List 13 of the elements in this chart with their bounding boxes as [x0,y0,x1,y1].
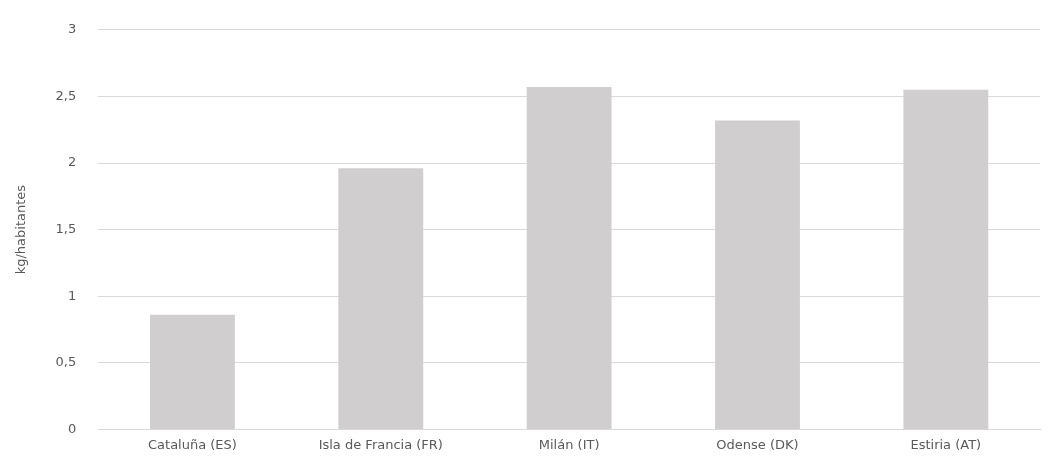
y-tick-label: 0,5 [55,354,77,370]
y-tick-label: 2 [67,154,77,170]
y-axis-title: kg/habitantes [13,184,29,275]
x-tick-label: Cataluña (ES) [147,436,237,452]
y-tick-label: 0 [67,420,77,436]
y-tick-label: 1 [67,287,77,303]
y-tick-label: 2,5 [55,87,77,103]
x-tick-label: Isla de Francia (FR) [318,436,443,452]
y-tick-label: 3 [67,21,77,37]
x-tick-label: Odense (DK) [716,436,799,452]
y-tick-label: 1,5 [55,220,77,236]
x-tick-label: Estiria (AT) [910,436,982,452]
x-tick-label: Milán (IT) [538,436,600,452]
